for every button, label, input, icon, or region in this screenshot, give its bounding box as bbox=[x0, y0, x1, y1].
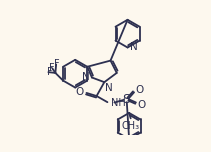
Text: O: O bbox=[135, 85, 143, 95]
Text: NH: NH bbox=[111, 98, 125, 108]
Text: F: F bbox=[49, 62, 54, 73]
Text: CH₃: CH₃ bbox=[122, 121, 140, 131]
Text: S: S bbox=[122, 93, 130, 106]
Text: O: O bbox=[138, 100, 146, 110]
Text: O: O bbox=[75, 87, 83, 97]
Text: N: N bbox=[82, 72, 90, 82]
Text: F: F bbox=[54, 59, 60, 69]
Text: N: N bbox=[105, 83, 113, 93]
Text: N: N bbox=[130, 42, 138, 52]
Text: F: F bbox=[47, 67, 53, 77]
